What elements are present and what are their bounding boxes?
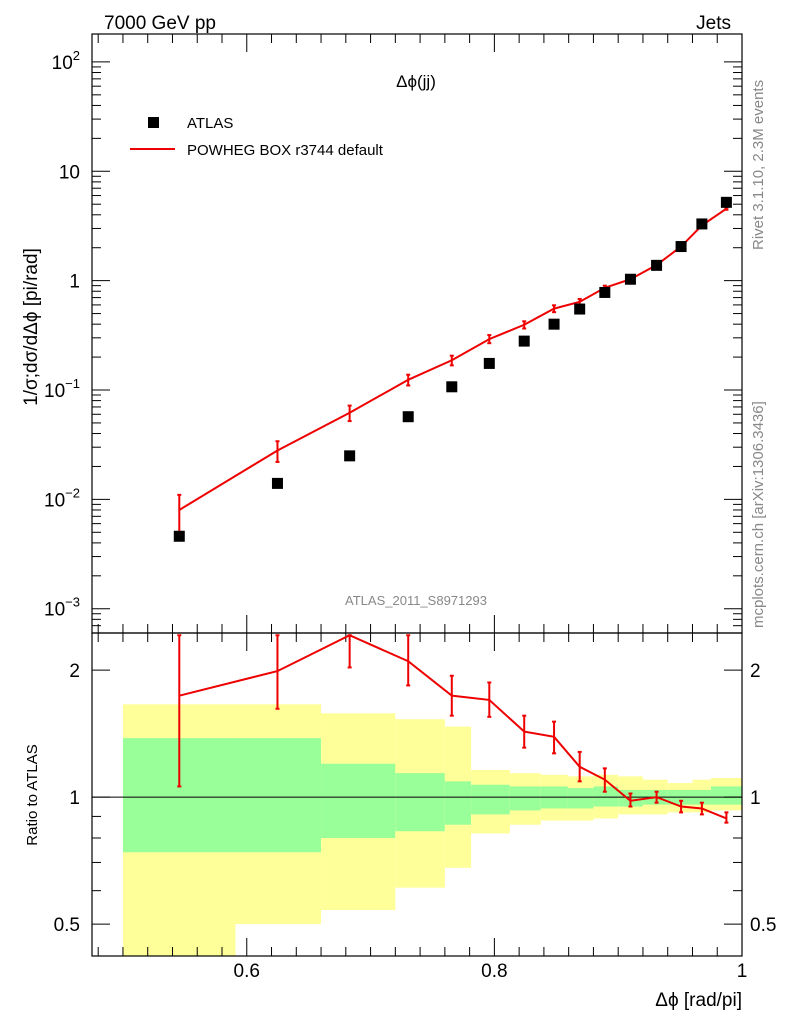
atlas-data-point — [599, 286, 611, 298]
x-axis-label: Δϕ [rad/pi] — [655, 990, 742, 1011]
green-band-bin — [235, 738, 322, 853]
x-tick-label: 0.6 — [234, 961, 260, 982]
legend-atlas-label: ATLAS — [187, 115, 233, 132]
green-band-bin — [593, 786, 619, 807]
main-y-tick-label: 1 — [69, 272, 80, 293]
analysis-watermark: ATLAS_2011_S8971293 — [345, 593, 487, 608]
legend-mc-label: POWHEG BOX r3744 default — [187, 142, 384, 159]
main-y-tick-label: 10−1 — [44, 376, 80, 402]
uncertainty-bands — [122, 704, 742, 956]
atlas-data-point — [344, 450, 356, 462]
main-y-label: 1/σ;dσ/dΔϕ [pi/rad] — [21, 248, 42, 406]
green-band-bin — [321, 763, 396, 838]
ratio-y-label: Ratio to ATLAS — [24, 744, 41, 845]
atlas-data-point — [402, 411, 414, 423]
ratio-y-tick-label: 1 — [69, 788, 80, 809]
header-process: Jets — [696, 13, 731, 34]
atlas-data-point — [651, 259, 663, 271]
atlas-data-point — [675, 241, 687, 253]
atlas-data-point — [624, 273, 636, 285]
ratio-plot-frame — [91, 632, 743, 957]
site-label: mcplots.cern.ch [arXiv:1306.3436] — [750, 401, 767, 628]
main-y-tick-label: 10 — [59, 162, 80, 183]
atlas-data-point — [720, 196, 732, 208]
green-band-bin — [395, 773, 445, 832]
atlas-data-point — [173, 530, 185, 542]
x-tick-label: 1 — [737, 961, 748, 982]
ratio-y-tick-label: 2 — [69, 661, 80, 682]
legend-atlas-marker — [148, 117, 159, 128]
x-tick-label: 0.8 — [481, 961, 507, 982]
green-band-bin — [471, 784, 510, 815]
green-band-bin — [567, 788, 594, 809]
rivet-label: Rivet 3.1.10, 2.3M events — [750, 80, 767, 250]
main-y-tick-label: 102 — [52, 48, 80, 74]
ratio-y-tick-label-right: 1 — [750, 788, 761, 809]
atlas-data-point — [271, 477, 283, 489]
green-band-bin — [711, 786, 742, 805]
atlas-data-point — [548, 318, 560, 330]
ratio-y-tick-label: 0.5 — [54, 915, 80, 936]
plot-layer: 10−3 10−2 10−1 1 10 102 0.5 0.5 1 1 2 2 0.6 0.8 1 — [44, 33, 776, 982]
header-energy: 7000 GeV pp — [104, 13, 216, 34]
mc-line — [178, 207, 727, 511]
green-band-bin — [509, 786, 541, 811]
main-y-tick-label: 10−2 — [44, 485, 80, 511]
atlas-data-point — [483, 357, 495, 369]
legend: ATLAS POWHEG BOX r3744 default — [130, 115, 384, 159]
atlas-data-point — [696, 218, 708, 230]
ratio-y-tick-label-right: 0.5 — [750, 915, 776, 936]
atlas-data-point — [446, 381, 458, 393]
green-band-bin — [444, 781, 472, 825]
atlas-data-point — [518, 335, 530, 347]
main-y-tick-label: 10−3 — [44, 595, 80, 621]
atlas-data-point — [574, 303, 586, 315]
plot-title: Δϕ(jj) — [396, 72, 436, 91]
ratio-y-tick-label-right: 2 — [750, 661, 761, 682]
